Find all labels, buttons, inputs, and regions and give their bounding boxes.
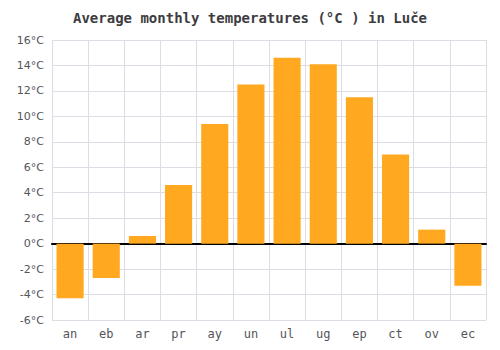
svg-text:ay: ay (208, 327, 222, 341)
svg-text:4°C: 4°C (24, 186, 44, 199)
svg-text:pr: pr (171, 327, 185, 341)
svg-text:6°C: 6°C (24, 161, 44, 174)
svg-text:12°C: 12°C (17, 84, 44, 97)
svg-text:16°C: 16°C (17, 34, 44, 47)
svg-text:Average monthly temperatures (: Average monthly temperatures (°C ) in Lu… (73, 10, 427, 26)
svg-text:-4°C: -4°C (20, 288, 44, 301)
svg-text:-2°C: -2°C (20, 263, 44, 276)
svg-text:2°C: 2°C (24, 212, 44, 225)
svg-text:ul: ul (280, 327, 294, 341)
svg-text:an: an (63, 327, 77, 341)
svg-text:un: un (244, 327, 258, 341)
svg-text:ov: ov (425, 327, 439, 341)
svg-text:ar: ar (135, 327, 149, 341)
svg-text:ct: ct (388, 327, 402, 341)
svg-text:0°C: 0°C (24, 237, 44, 250)
svg-text:ug: ug (316, 327, 330, 341)
svg-text:-6°C: -6°C (20, 314, 44, 327)
svg-text:ep: ep (352, 327, 366, 341)
svg-text:8°C: 8°C (24, 135, 44, 148)
svg-text:10°C: 10°C (17, 110, 44, 123)
svg-text:14°C: 14°C (17, 59, 44, 72)
svg-text:ec: ec (461, 327, 475, 341)
svg-text:eb: eb (99, 327, 113, 341)
